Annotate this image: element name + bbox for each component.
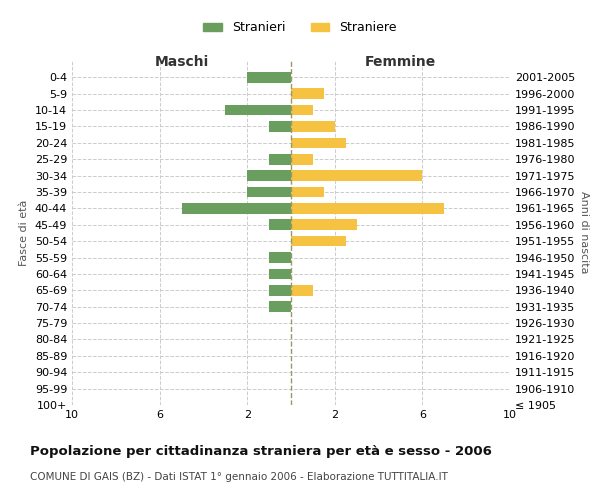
- Bar: [269, 154, 291, 164]
- Y-axis label: Anni di nascita: Anni di nascita: [579, 191, 589, 274]
- Bar: [269, 220, 291, 230]
- Bar: [291, 121, 335, 132]
- Text: Maschi: Maschi: [154, 55, 209, 69]
- Bar: [269, 285, 291, 296]
- Bar: [247, 72, 291, 83]
- Legend: Stranieri, Straniere: Stranieri, Straniere: [198, 16, 402, 40]
- Bar: [291, 236, 346, 246]
- Bar: [247, 170, 291, 181]
- Bar: [182, 203, 291, 213]
- Bar: [247, 186, 291, 198]
- Text: COMUNE DI GAIS (BZ) - Dati ISTAT 1° gennaio 2006 - Elaborazione TUTTITALIA.IT: COMUNE DI GAIS (BZ) - Dati ISTAT 1° genn…: [30, 472, 448, 482]
- Bar: [291, 285, 313, 296]
- Bar: [291, 88, 324, 99]
- Bar: [269, 268, 291, 280]
- Y-axis label: Fasce di età: Fasce di età: [19, 200, 29, 266]
- Bar: [269, 121, 291, 132]
- Bar: [269, 302, 291, 312]
- Text: Popolazione per cittadinanza straniera per età e sesso - 2006: Popolazione per cittadinanza straniera p…: [30, 445, 492, 458]
- Bar: [269, 252, 291, 263]
- Bar: [291, 186, 324, 198]
- Bar: [291, 170, 422, 181]
- Bar: [291, 138, 346, 148]
- Bar: [226, 105, 291, 116]
- Bar: [291, 203, 444, 213]
- Text: Femmine: Femmine: [365, 55, 436, 69]
- Bar: [291, 220, 356, 230]
- Bar: [291, 105, 313, 116]
- Bar: [291, 154, 313, 164]
